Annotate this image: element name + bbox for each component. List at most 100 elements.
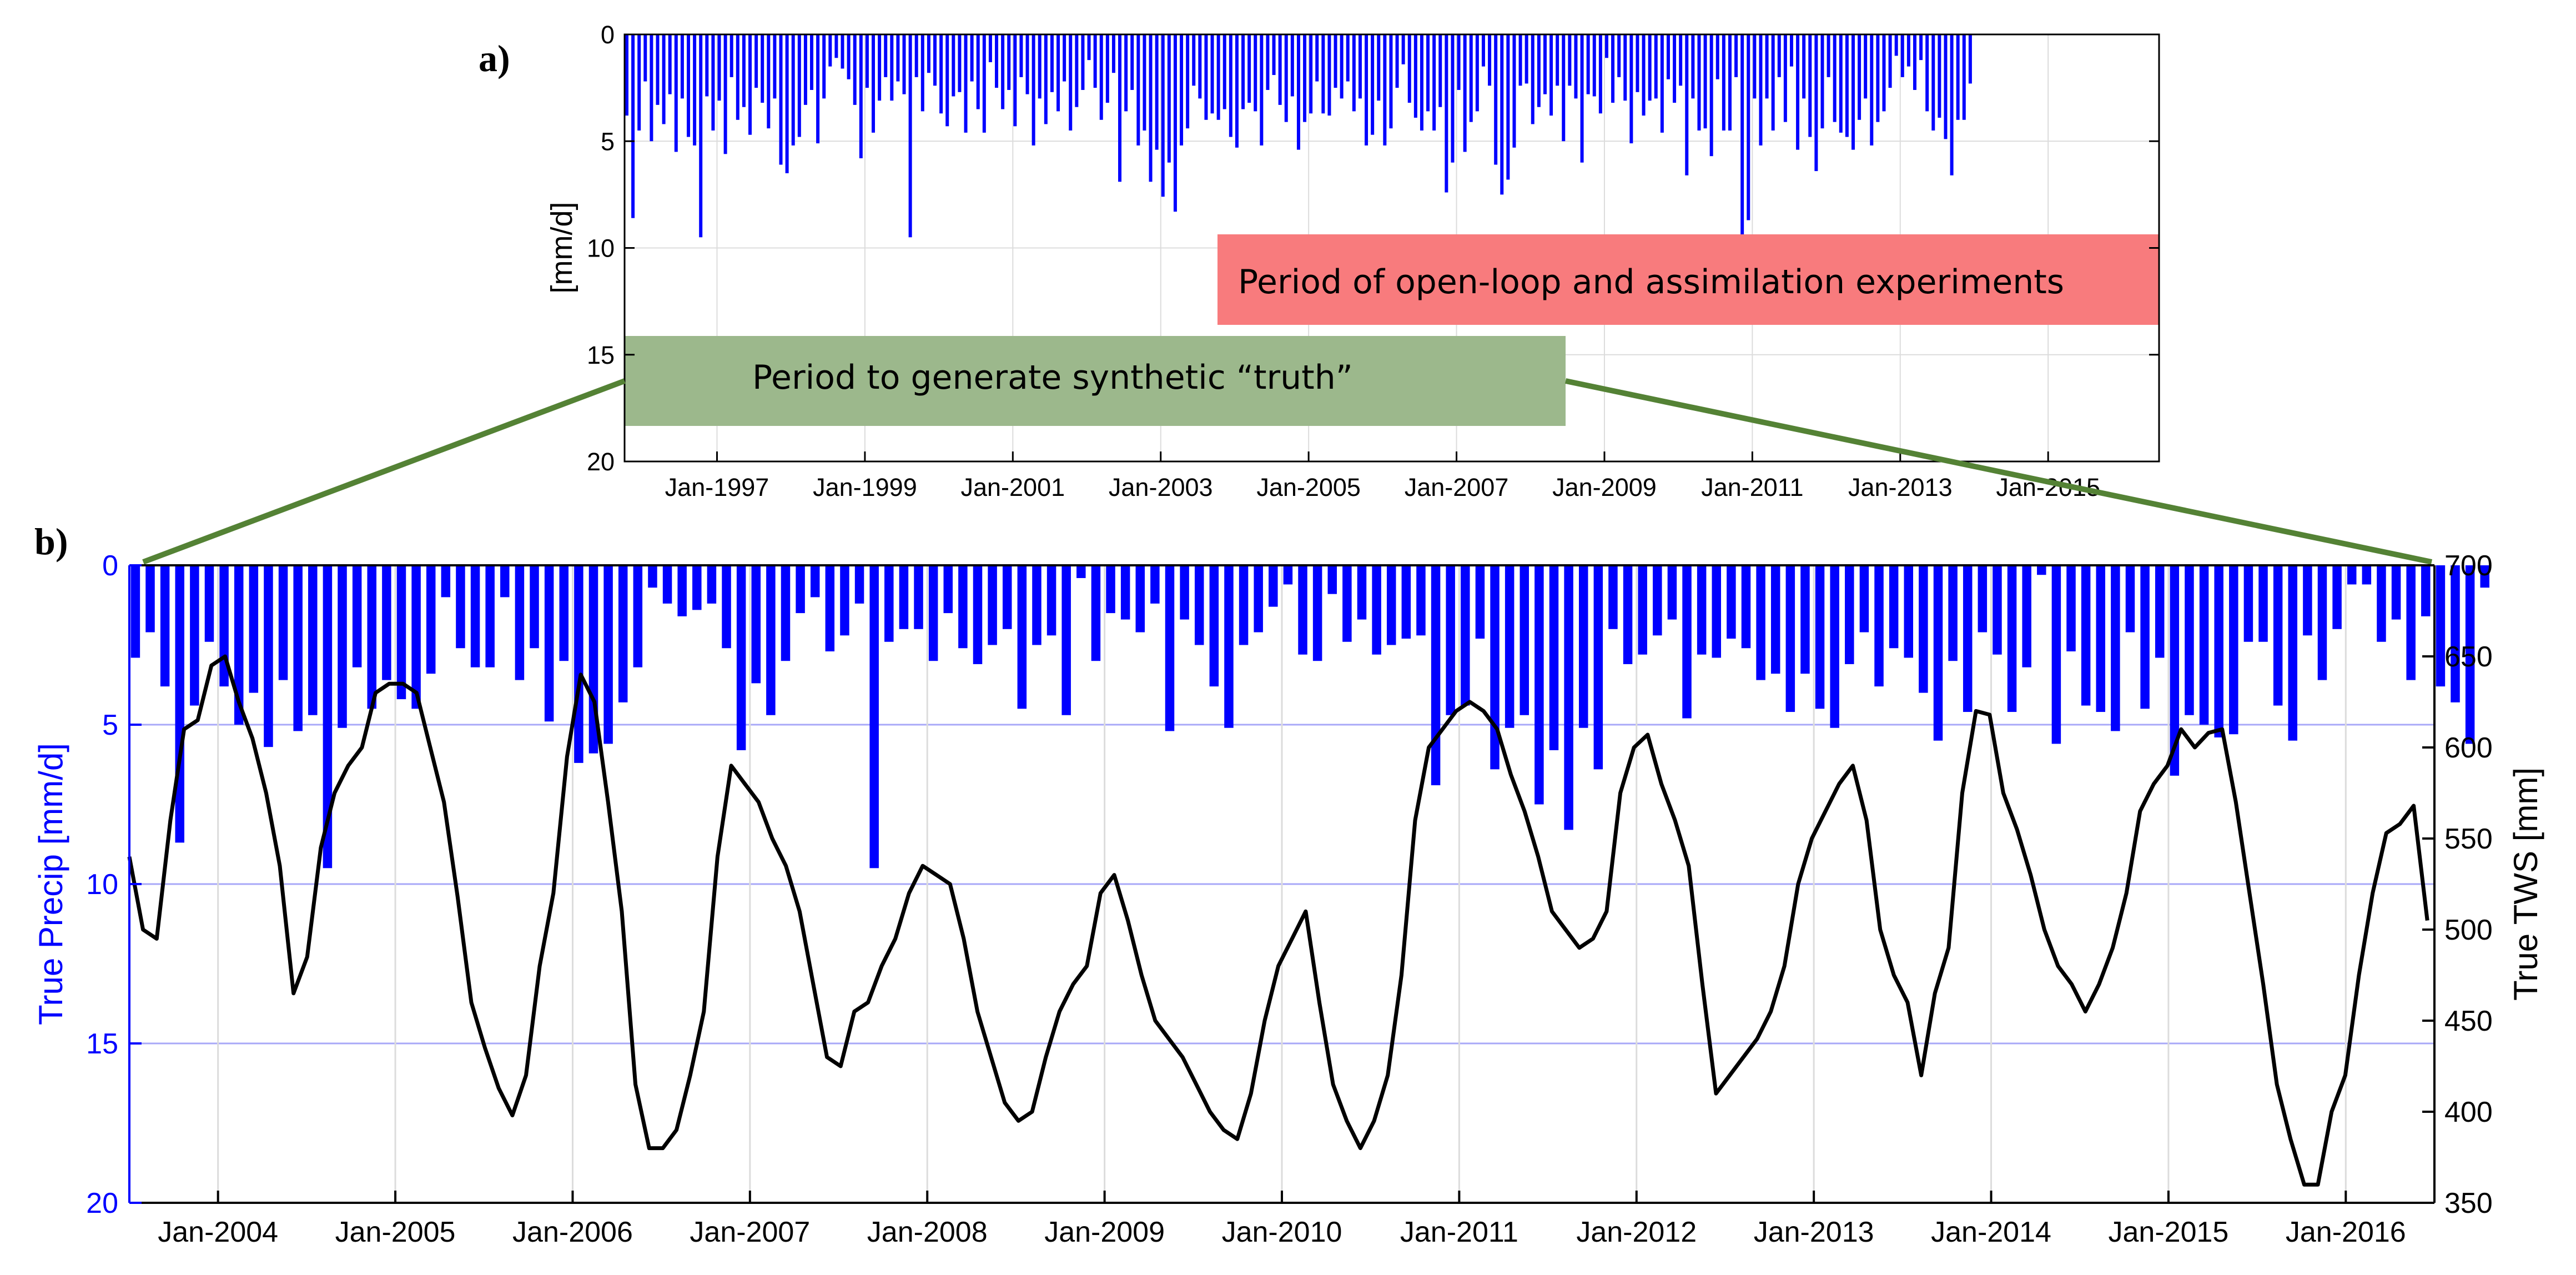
panel-a-bar [1032, 34, 1035, 145]
panel-a-bar [1525, 34, 1528, 84]
panel-a-bar [1549, 34, 1553, 116]
panel-a-bar [1352, 34, 1356, 112]
panel-b-precip-bar [2362, 565, 2372, 585]
panel-b-precip-bar [249, 565, 259, 693]
panel-a-bar [1648, 34, 1652, 101]
panel-b-precip-bar [2037, 565, 2046, 575]
panel-b-precip-bar [2170, 565, 2180, 776]
panel-b-precip-bar [1978, 565, 1988, 633]
panel-b-left-tick-label: 0 [102, 550, 118, 582]
panel-b-precip-bar [2185, 565, 2194, 715]
panel-a-bar [1413, 34, 1417, 118]
panel-a-bar [1900, 34, 1904, 77]
panel-b-precip-bar [2051, 565, 2061, 744]
panel-a-bar [1697, 34, 1701, 131]
panel-b-precip-bar [633, 565, 643, 667]
panel-a-bar [1494, 34, 1498, 165]
panel-a-bar [1864, 34, 1868, 99]
panel-b-precip-bar [692, 565, 702, 610]
panel-b-precip-bar [1032, 565, 1042, 645]
panel-b-precip-bar [1963, 565, 1973, 712]
panel-a-xtick-label: Jan-1999 [813, 473, 917, 501]
panel-a-bar [1303, 34, 1307, 122]
panel-a-bar [1580, 34, 1584, 163]
panel-b-precip-bar [382, 565, 391, 680]
panel-a-bar [1556, 34, 1559, 86]
panel-a-bar [841, 34, 844, 69]
panel-a-bar [1488, 34, 1492, 86]
panel-b-precip-bar [1372, 565, 1381, 655]
panel-a-bar [1629, 34, 1633, 144]
panel-a-bar [1420, 34, 1423, 131]
panel-b-precip-bar [2288, 565, 2298, 741]
panel-b-precip-bar [1461, 565, 1470, 706]
panel-a-ytick-label: 10 [587, 234, 615, 263]
panel-a-bar [656, 34, 660, 105]
panel-b-precip-bar [1830, 565, 1839, 728]
panel-b-precip-bar [367, 565, 377, 709]
panel-a-bar [1882, 34, 1886, 112]
panel-b-precip-bar [2229, 565, 2238, 735]
panel-b-precip-bar [2406, 565, 2416, 680]
tws-line [127, 654, 2429, 1187]
panel-b-precip-bar [766, 565, 776, 715]
panel-a-bar [1075, 34, 1079, 107]
panel-a-bar [1623, 34, 1627, 101]
panel-a-xtick-label: Jan-2001 [960, 473, 1065, 501]
panel-a-bar [976, 34, 980, 109]
panel-a-bar [1346, 34, 1350, 82]
panel-a-bar [1870, 34, 1874, 145]
panel-b-xtick-label: Jan-2009 [1044, 1216, 1165, 1248]
panel-b-precip-bar [2243, 565, 2253, 642]
panel-a-bar [927, 34, 930, 73]
panel-b-precip-bar [1904, 565, 1914, 658]
panel-b-precip-bar [796, 565, 805, 614]
panel-a-ytick-label: 5 [601, 127, 615, 155]
panel-a-bar [1858, 34, 1861, 120]
panel-a-bar [816, 34, 820, 144]
panel-b-precip-bar [1342, 565, 1352, 642]
panel-b-precip-bar [722, 565, 731, 649]
panel-b-precip-bar [1120, 565, 1130, 620]
panel-a-bar [736, 34, 739, 120]
panel-a-bar [1358, 34, 1362, 99]
panel-b-precip-bar [1194, 565, 1204, 645]
panel-b-precip-bar [1727, 565, 1736, 639]
panel-b-precip-bar [2377, 565, 2386, 642]
panel-a-bar [1426, 34, 1430, 112]
panel-b-precip-bar [1017, 565, 1027, 709]
panel-a-bar [1802, 34, 1806, 99]
panel-a-bar [1469, 34, 1473, 122]
truth-period-box [625, 336, 1566, 426]
panel-b-precip-bar [899, 565, 909, 629]
panel-b-precip-bar [958, 565, 968, 649]
panel-b-precip-bars [130, 565, 2490, 869]
panel-a-bar [1475, 34, 1479, 112]
panel-b-left-tick-label: 15 [86, 1028, 118, 1060]
panel-b-precip-bar [618, 565, 628, 702]
panel-a-bar [896, 34, 900, 82]
panel-b-precip-bar [1697, 565, 1707, 655]
panel-a-bar [1204, 34, 1208, 120]
panel-b-precip-bar [2111, 565, 2120, 731]
panel-a-bar [1019, 34, 1023, 77]
panel-b-precip-bar [190, 565, 199, 706]
panel-a-bar [1105, 34, 1109, 103]
truth-period-label: Period to generate synthetic “truth” [752, 358, 1353, 397]
panel-b-label: b) [34, 520, 68, 563]
panel-a-bar [1315, 34, 1319, 82]
panel-b-precip-bar [338, 565, 347, 728]
panel-b-precip-bar [1254, 565, 1263, 633]
panel-a-bar [1789, 34, 1793, 67]
panel-a-xtick-label: Jan-2003 [1109, 473, 1213, 501]
panel-b-precip-bar [869, 565, 879, 869]
panel-b-right-tick-label: 500 [2444, 914, 2493, 946]
panel-a-bar [1025, 34, 1029, 94]
panel-b-precip-bar [264, 565, 273, 747]
panel-b-precip-bar [1298, 565, 1307, 655]
panel-a-bar [834, 34, 838, 58]
panel-b-precip-bar [1712, 565, 1722, 658]
panel-a-bar [1531, 34, 1534, 124]
panel-a-bar [1611, 34, 1615, 103]
panel-a-ytick-label: 15 [587, 341, 615, 369]
